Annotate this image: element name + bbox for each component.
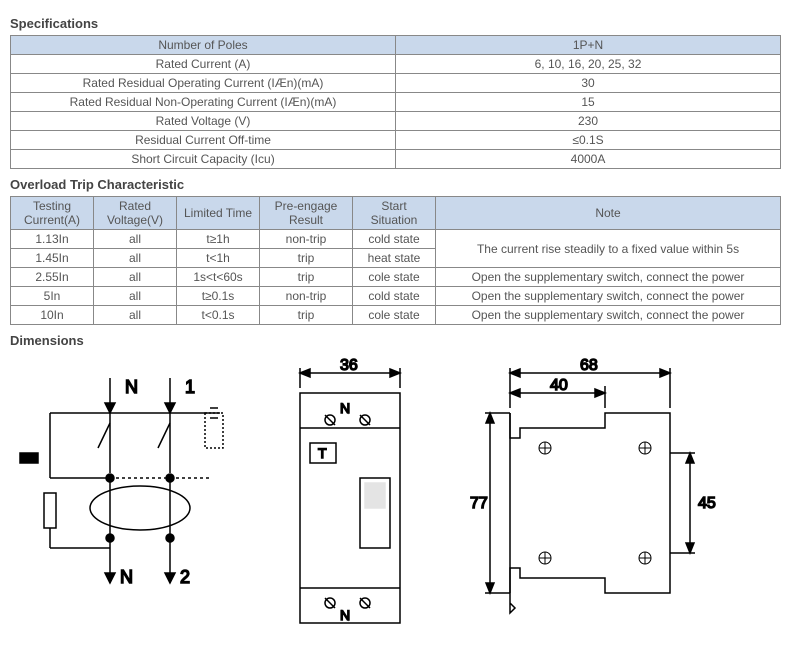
overload-table: Testing Current(A) Rated Voltage(V) Limi… xyxy=(10,196,781,325)
table-header-row: Testing Current(A) Rated Voltage(V) Limi… xyxy=(11,197,781,230)
cell: t≥1h xyxy=(177,230,260,249)
col-header: Limited Time xyxy=(177,197,260,230)
spec-label: Short Circuit Capacity (Icu) xyxy=(11,150,396,169)
spec-label: Number of Poles xyxy=(11,36,396,55)
table-row: Residual Current Off-time ≤0.1S xyxy=(11,131,781,150)
spec-value: 230 xyxy=(396,112,781,131)
note-cell: Open the supplementary switch, connect t… xyxy=(436,268,781,287)
cell: cold state xyxy=(353,287,436,306)
table-row: 2.55In all 1s<t<60s trip cole state Open… xyxy=(11,268,781,287)
cell: 5In xyxy=(11,287,94,306)
label-T: T xyxy=(318,445,327,461)
spec-value: ≤0.1S xyxy=(396,131,781,150)
cell: all xyxy=(94,287,177,306)
cell: 1.13In xyxy=(11,230,94,249)
note-cell: Open the supplementary switch, connect t… xyxy=(436,287,781,306)
dim-40: 40 xyxy=(550,377,568,394)
col-header: Pre-engage Result xyxy=(260,197,353,230)
cell: t≥0.1s xyxy=(177,287,260,306)
cell: trip xyxy=(260,249,353,268)
col-header: Note xyxy=(436,197,781,230)
table-row: Rated Current (A) 6, 10, 16, 20, 25, 32 xyxy=(11,55,781,74)
spec-value: 4000A xyxy=(396,150,781,169)
note-cell: Open the supplementary switch, connect t… xyxy=(436,306,781,325)
cell: 2.55In xyxy=(11,268,94,287)
cell: 10In xyxy=(11,306,94,325)
cell: heat state xyxy=(353,249,436,268)
spec-label: Residual Current Off-time xyxy=(11,131,396,150)
dim-77: 77 xyxy=(470,495,488,512)
cell: cole state xyxy=(353,268,436,287)
cell: all xyxy=(94,230,177,249)
spec-label: Rated Residual Non-Operating Current (IÆ… xyxy=(11,93,396,112)
label-N-bot: N xyxy=(340,607,350,623)
cell: all xyxy=(94,268,177,287)
circuit-diagram: N 1 N 2 xyxy=(10,358,240,608)
table-row: Number of Poles 1P+N xyxy=(11,36,781,55)
table-row: 1.13In all t≥1h non-trip cold state The … xyxy=(11,230,781,249)
spec-value: 30 xyxy=(396,74,781,93)
label-N: N xyxy=(125,377,138,397)
cell: non-trip xyxy=(260,287,353,306)
table-row: 5In all t≥0.1s non-trip cold state Open … xyxy=(11,287,781,306)
dimensions-heading: Dimensions xyxy=(10,333,781,348)
spec-value: 1P+N xyxy=(396,36,781,55)
dim-45: 45 xyxy=(698,495,716,512)
spec-label: Rated Current (A) xyxy=(11,55,396,74)
table-row: Short Circuit Capacity (Icu) 4000A xyxy=(11,150,781,169)
cell: trip xyxy=(260,306,353,325)
col-header: Testing Current(A) xyxy=(11,197,94,230)
label-1: 1 xyxy=(185,377,195,397)
cell: non-trip xyxy=(260,230,353,249)
spec-label: Rated Voltage (V) xyxy=(11,112,396,131)
cell: 1.45In xyxy=(11,249,94,268)
cell: t<1h xyxy=(177,249,260,268)
cell: cole state xyxy=(353,306,436,325)
table-row: Rated Voltage (V) 230 xyxy=(11,112,781,131)
col-header: Start Situation xyxy=(353,197,436,230)
dim-68: 68 xyxy=(580,358,598,374)
cell: all xyxy=(94,249,177,268)
table-row: Rated Residual Operating Current (IÆn)(m… xyxy=(11,74,781,93)
dim-36: 36 xyxy=(340,358,358,374)
side-view-diagram: 68 40 77 45 xyxy=(460,358,720,638)
spec-label: Rated Residual Operating Current (IÆn)(m… xyxy=(11,74,396,93)
spec-value: 15 xyxy=(396,93,781,112)
table-row: Rated Residual Non-Operating Current (IÆ… xyxy=(11,93,781,112)
table-row: 10In all t<0.1s trip cole state Open the… xyxy=(11,306,781,325)
cell: all xyxy=(94,306,177,325)
label-2: 2 xyxy=(180,567,190,587)
cell: trip xyxy=(260,268,353,287)
dimensions-diagrams: N 1 N 2 xyxy=(10,358,781,638)
overload-heading: Overload Trip Characteristic xyxy=(10,177,781,192)
label-N-bottom: N xyxy=(120,567,133,587)
cell: 1s<t<60s xyxy=(177,268,260,287)
label-N-top: N xyxy=(340,400,350,416)
col-header: Rated Voltage(V) xyxy=(94,197,177,230)
front-view-diagram: 36 N T N xyxy=(270,358,430,638)
cell: t<0.1s xyxy=(177,306,260,325)
specs-heading: Specifications xyxy=(10,16,781,31)
spec-value: 6, 10, 16, 20, 25, 32 xyxy=(396,55,781,74)
specs-table: Number of Poles 1P+N Rated Current (A) 6… xyxy=(10,35,781,169)
note-cell: The current rise steadily to a fixed val… xyxy=(436,230,781,268)
cell: cold state xyxy=(353,230,436,249)
